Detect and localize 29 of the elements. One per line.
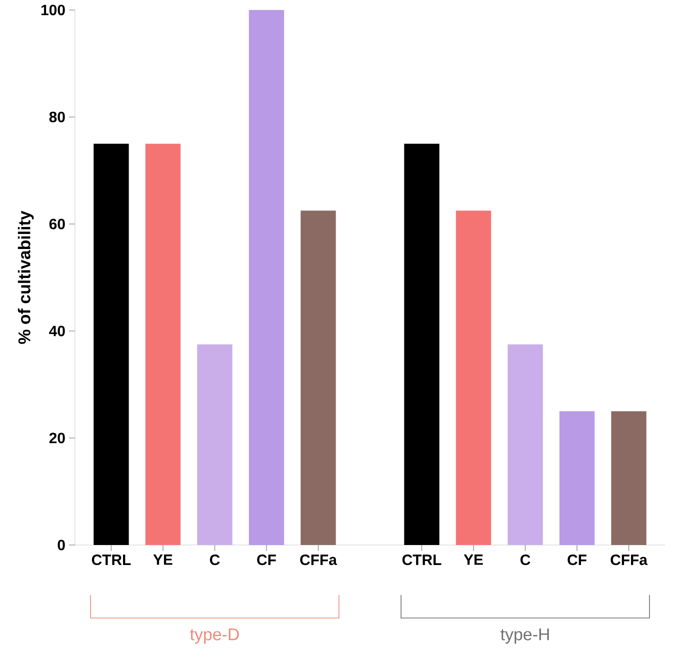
y-axis-title: % of cultivability <box>18 210 34 344</box>
bar <box>611 411 646 545</box>
bar <box>508 344 543 545</box>
x-tick-label: CTRL <box>92 554 131 566</box>
x-tick-label: YE <box>464 554 483 565</box>
x-tick-label: CF <box>568 554 586 566</box>
y-tick-label: 20 <box>49 432 65 444</box>
y-tick-label: 60 <box>49 218 65 230</box>
bar <box>248 10 284 545</box>
x-tick-label: C <box>520 554 530 566</box>
bar <box>300 210 336 545</box>
bar <box>94 144 129 545</box>
text: type-H <box>500 628 549 644</box>
y-tick-label: 80 <box>49 112 65 122</box>
x-tick-label: CF <box>257 554 276 566</box>
y-tick-label: 0 <box>58 540 65 550</box>
bar <box>404 144 440 545</box>
x-tick-label: CFFa <box>610 554 648 566</box>
x-tick-label: YE <box>153 554 172 565</box>
x-tick-label: CFFa <box>300 554 338 566</box>
text: type-D <box>190 628 239 644</box>
y-tick-label: 40 <box>49 326 65 336</box>
bar <box>456 210 492 545</box>
x-tick-label: CTRL <box>402 554 442 566</box>
y-tick-label: 100 <box>41 4 65 16</box>
bar <box>145 144 181 545</box>
x-tick-label: C <box>210 554 220 566</box>
bar <box>197 344 232 545</box>
bar <box>559 411 595 545</box>
